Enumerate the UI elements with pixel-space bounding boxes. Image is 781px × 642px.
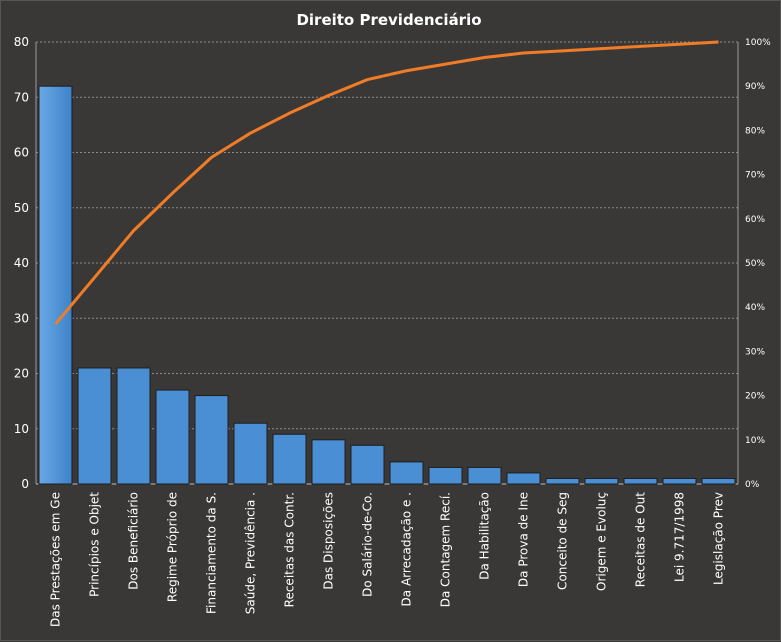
cumulative-line [54, 40, 719, 325]
x-tick-label: Dos Beneficiário [127, 492, 141, 590]
bar [389, 461, 424, 485]
y-tick-label: 30 [14, 311, 29, 325]
x-tick-label: Regime Próprio de [166, 492, 180, 602]
x-tick-label: Da Arrecadação e . [400, 492, 414, 606]
chart-title: Direito Previdenciário [296, 11, 481, 29]
x-tick-label: Conceito de Seg [556, 492, 570, 590]
bar [311, 439, 346, 485]
y2-tick-label: 60% [745, 215, 765, 225]
x-tick-label: Das Prestações em Ge [49, 492, 63, 627]
y-tick-label: 20 [14, 367, 29, 381]
y2-tick-label: 30% [745, 347, 765, 357]
bar [77, 367, 112, 485]
y2-tick-label: 10% [745, 436, 765, 446]
x-tick-label: Origem e Evoluç [595, 492, 609, 591]
y2-tick-label: 50% [745, 259, 765, 269]
y2-tick-label: 40% [745, 303, 765, 313]
x-tick-label: Legislação Prev [712, 492, 726, 585]
y-tick-label: 70 [14, 90, 29, 104]
bar [272, 433, 307, 485]
y-tick-label: 40 [14, 256, 29, 270]
y2-tick-label: 100% [745, 38, 771, 48]
bar [116, 367, 151, 485]
y-tick-label: 10 [14, 422, 29, 436]
bar [584, 477, 619, 485]
x-tick-label: Lei 9.717/1998 [673, 492, 687, 582]
bar [623, 477, 658, 485]
y-tick-label: 0 [21, 477, 29, 491]
x-tick-label: Da Contagem Recí. [439, 492, 453, 607]
bar [350, 444, 385, 485]
bar [467, 466, 502, 485]
x-tick-label: Do Salário-de-Co. [361, 492, 375, 597]
y2-tick-label: 20% [745, 392, 765, 402]
y2-tick-label: 80% [745, 126, 765, 136]
bar [545, 477, 580, 485]
x-tick-label: Receitas de Out [634, 492, 648, 587]
bar [428, 466, 463, 485]
bar [506, 472, 541, 485]
x-tick-label: Saúde, Previdência . [244, 492, 258, 614]
x-tick-label: Das Disposições [322, 492, 336, 590]
bar [194, 395, 229, 485]
x-tick-label: Da Habilitação [478, 492, 492, 580]
y-tick-label: 50 [14, 201, 29, 215]
y-tick-label: 80 [14, 35, 29, 49]
bar [662, 477, 697, 485]
y-tick-label: 60 [14, 146, 29, 160]
x-tick-label: Receitas das Contr. [283, 492, 297, 607]
y2-tick-label: 90% [745, 82, 765, 92]
y2-tick-label: 70% [745, 171, 765, 181]
bar [38, 85, 73, 485]
x-tick-label: Financiamento da S. [205, 492, 219, 614]
x-tick-label: Da Prova de Ine [517, 492, 531, 587]
bar [701, 477, 736, 485]
y2-tick-label: 0% [745, 480, 760, 490]
bar [233, 422, 268, 485]
bar [155, 389, 190, 485]
x-tick-label: Princípios e Objet [88, 492, 102, 597]
